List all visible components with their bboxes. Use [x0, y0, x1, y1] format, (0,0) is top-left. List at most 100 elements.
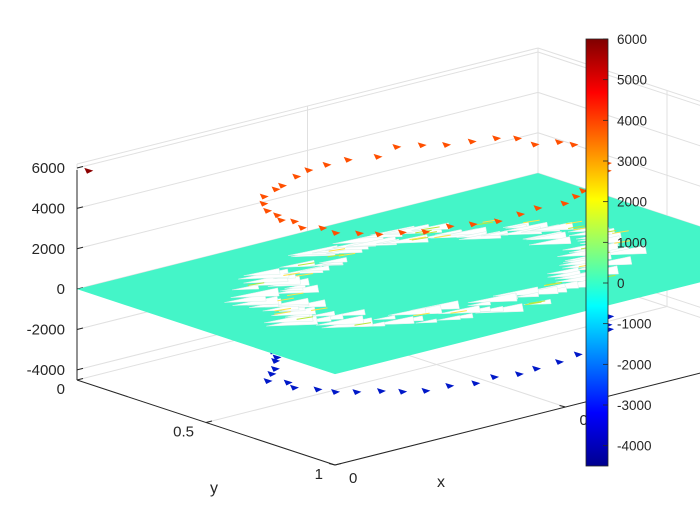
colorbar-ticks: 6000 5000 4000 3000 2000 1000 0 -1000 -2000 -3000… [603, 32, 652, 454]
ring-edge [528, 300, 546, 305]
ring-edge [614, 240, 631, 244]
colorbar-tick-label: 3000 [617, 154, 647, 169]
z-tick-label: -2000 [27, 322, 65, 339]
ring-marker [467, 138, 477, 145]
ring-marker [468, 221, 478, 228]
ring-edge [338, 252, 356, 257]
ring-edge [296, 316, 314, 320]
y-tick-label: 0.5 [173, 424, 194, 441]
ring-marker [471, 380, 481, 387]
ring-edge [311, 307, 328, 311]
ring-marker [442, 141, 452, 148]
ring-fragment [319, 257, 348, 264]
ring-fragment [467, 292, 518, 303]
ring-marker [263, 207, 273, 214]
ring-edge [409, 236, 426, 241]
ring-marker [331, 388, 341, 395]
z-tick [76, 246, 84, 250]
x-axis-label: x [437, 474, 445, 491]
ring-fragment [230, 287, 280, 298]
colorbar-tick-label: 5000 [617, 73, 647, 88]
ring-edge [612, 230, 629, 234]
z-tick [76, 166, 84, 169]
ring-marker [313, 386, 323, 393]
ring-marker [421, 387, 431, 394]
colorbar-tick-label: -4000 [617, 439, 652, 454]
ring-edge [565, 220, 583, 225]
ring-marker [532, 365, 542, 372]
ring-marker [530, 141, 540, 148]
ring-fragment [513, 292, 540, 298]
ring-edge [274, 307, 292, 312]
ring-marker [277, 182, 287, 189]
ring-fragment [388, 307, 427, 316]
ring-edge [450, 310, 467, 314]
z-tick-label: -4000 [27, 362, 65, 379]
ring-marker [259, 193, 269, 200]
ring-marker [352, 389, 362, 395]
ring-edge [286, 292, 304, 297]
ring-fragment [526, 231, 567, 241]
ring-marker [318, 225, 328, 232]
colorbar-tick-label: 4000 [617, 113, 647, 128]
colorbar-tick-label: 2000 [617, 195, 647, 210]
ring-marker [331, 230, 341, 236]
ring-edge [423, 226, 440, 230]
ring-marker [270, 365, 280, 372]
ring-marker [417, 142, 427, 149]
z-tick-label: 2000 [32, 241, 65, 258]
ring-marker [271, 358, 281, 364]
ring-marker [273, 212, 283, 219]
ring-marker [84, 167, 94, 174]
ring-marker [533, 205, 543, 211]
z-tick-label: 0 [57, 281, 65, 298]
ring-fragment [279, 259, 316, 268]
ring-edge [568, 225, 585, 229]
ring-fragment [373, 315, 396, 320]
ring-edge [277, 297, 294, 302]
x-tick-label: 0 [349, 470, 357, 487]
z-tick [76, 206, 84, 209]
y-tick-label: 1 [315, 466, 323, 483]
ring-marker [272, 354, 282, 361]
y-tick [334, 463, 342, 466]
y-axis-label: y [210, 480, 218, 497]
ring-marker [392, 144, 402, 150]
ring-edge [247, 282, 265, 286]
z-tick [76, 327, 84, 331]
ring-marker [376, 388, 386, 394]
ring-edge [327, 253, 345, 258]
colorbar: 6000 5000 4000 3000 2000 1000 0 -1000 -2000 -3000… [585, 32, 652, 467]
z-tick-label: 4000 [32, 200, 65, 217]
ring-marker [492, 135, 502, 142]
ring-edge [283, 272, 300, 276]
colorbar-tick-label: -3000 [617, 398, 652, 413]
ring-marker [513, 135, 523, 142]
x-tick [328, 463, 336, 466]
ring-edge [274, 311, 291, 315]
grid-line [537, 47, 700, 102]
ring-fragment [529, 221, 574, 232]
ring-edge [411, 236, 429, 241]
ring-fragment [436, 315, 461, 321]
colorbar-tick-label: 0 [617, 276, 625, 291]
ring-marker [579, 187, 589, 194]
ring-marker [276, 217, 286, 224]
ring-marker [322, 161, 332, 168]
zero-plane [77, 173, 700, 375]
ring-fragment [528, 236, 572, 246]
colorbar-tick-label: 6000 [617, 32, 647, 47]
ring-marker [573, 351, 583, 358]
ring-marker [569, 141, 579, 148]
ring-fragment [315, 315, 365, 326]
z-tick-label: 6000 [32, 160, 65, 177]
ring-marker [290, 218, 300, 225]
ring-marker [445, 382, 455, 389]
ring-marker [263, 378, 273, 384]
ring-edge [545, 281, 563, 286]
ring-marker [297, 224, 307, 231]
colorbar-tick-label: 1000 [617, 235, 647, 250]
ring-marker [374, 231, 384, 238]
grid-line [76, 47, 539, 165]
